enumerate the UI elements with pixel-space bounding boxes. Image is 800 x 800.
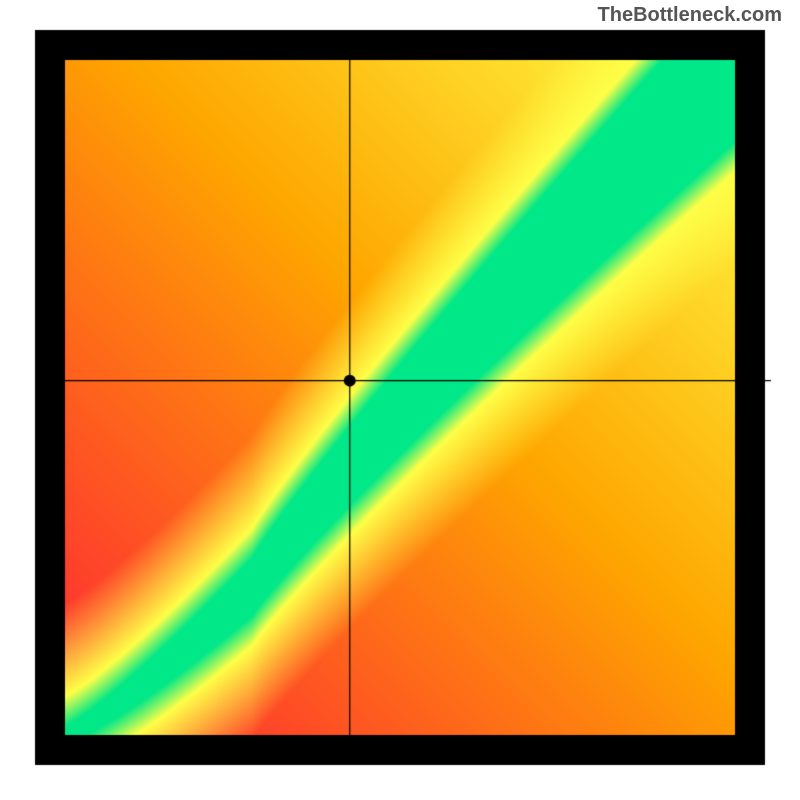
- heatmap-canvas: [0, 0, 800, 800]
- chart-container: TheBottleneck.com: [0, 0, 800, 800]
- attribution-text: TheBottleneck.com: [598, 4, 782, 27]
